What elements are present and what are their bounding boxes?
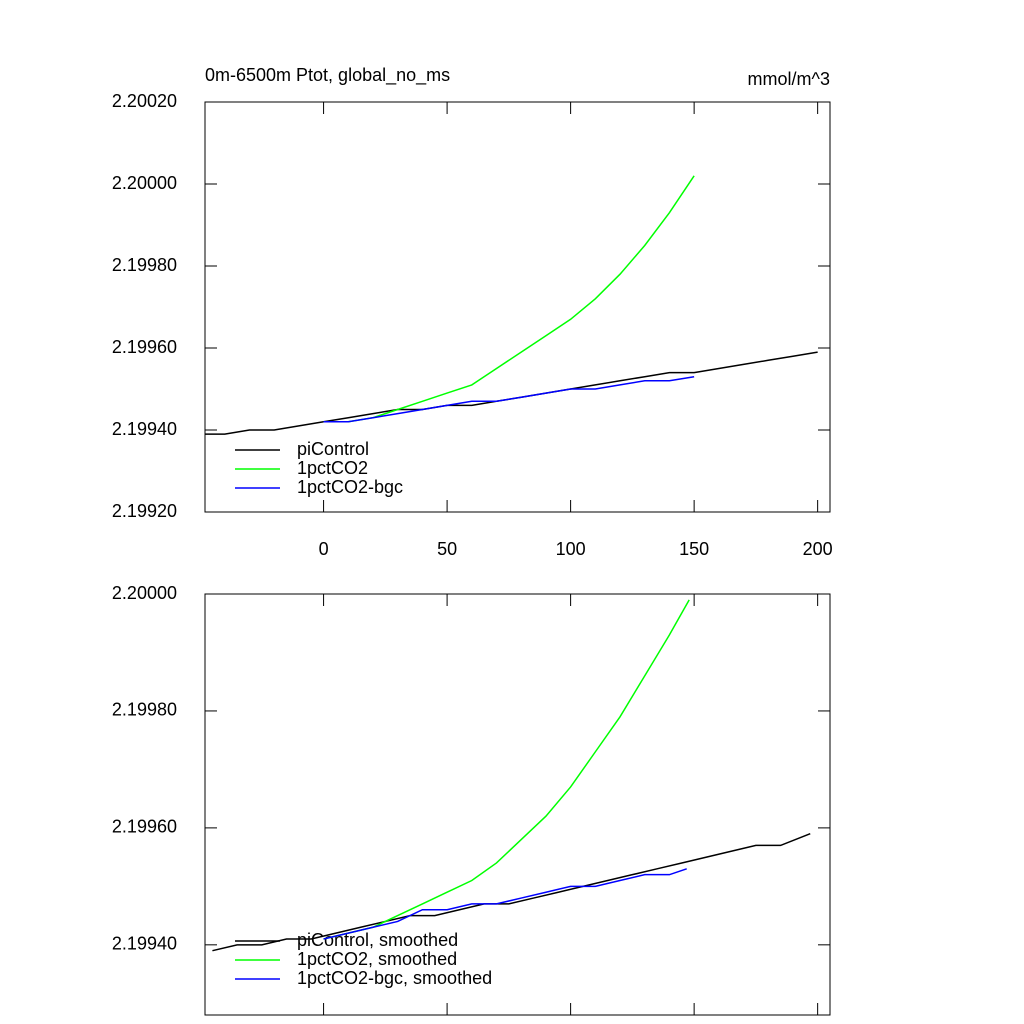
x-tick-label: 100 bbox=[556, 539, 586, 559]
chart-title: 0m-6500m Ptot, global_no_ms bbox=[205, 65, 450, 86]
y-tick-label: 2.19980 bbox=[112, 700, 177, 720]
data-line bbox=[205, 351, 818, 435]
units-label: mmol/m^3 bbox=[748, 69, 830, 89]
data-line bbox=[323, 375, 695, 423]
y-tick-label: 2.19940 bbox=[112, 419, 177, 439]
x-tick-label: 200 bbox=[803, 539, 833, 559]
y-tick-label: 2.20000 bbox=[112, 173, 177, 193]
y-tick-label: 2.19980 bbox=[112, 255, 177, 275]
data-line bbox=[323, 868, 687, 940]
x-tick-label: 0 bbox=[319, 539, 329, 559]
data-line bbox=[323, 599, 690, 940]
y-tick-label: 2.19920 bbox=[112, 501, 177, 521]
plot-frame bbox=[204, 101, 831, 513]
data-line bbox=[323, 175, 695, 423]
legend-label: 1pctCO2-bgc, smoothed bbox=[297, 968, 492, 988]
legend-label: 1pctCO2 bbox=[297, 458, 368, 478]
y-tick-label: 2.20020 bbox=[112, 91, 177, 111]
x-tick-label: 150 bbox=[679, 539, 709, 559]
legend-label: piControl, smoothed bbox=[297, 930, 458, 950]
y-tick-label: 2.20000 bbox=[112, 583, 177, 603]
y-tick-label: 2.19960 bbox=[112, 817, 177, 837]
plot-frame bbox=[204, 593, 831, 1016]
legend-label: 1pctCO2, smoothed bbox=[297, 949, 457, 969]
y-tick-label: 2.19940 bbox=[112, 934, 177, 954]
data-line bbox=[212, 833, 811, 952]
y-tick-label: 2.19960 bbox=[112, 337, 177, 357]
legend-label: piControl bbox=[297, 439, 369, 459]
x-tick-label: 50 bbox=[437, 539, 457, 559]
legend-label: 1pctCO2-bgc bbox=[297, 477, 403, 497]
